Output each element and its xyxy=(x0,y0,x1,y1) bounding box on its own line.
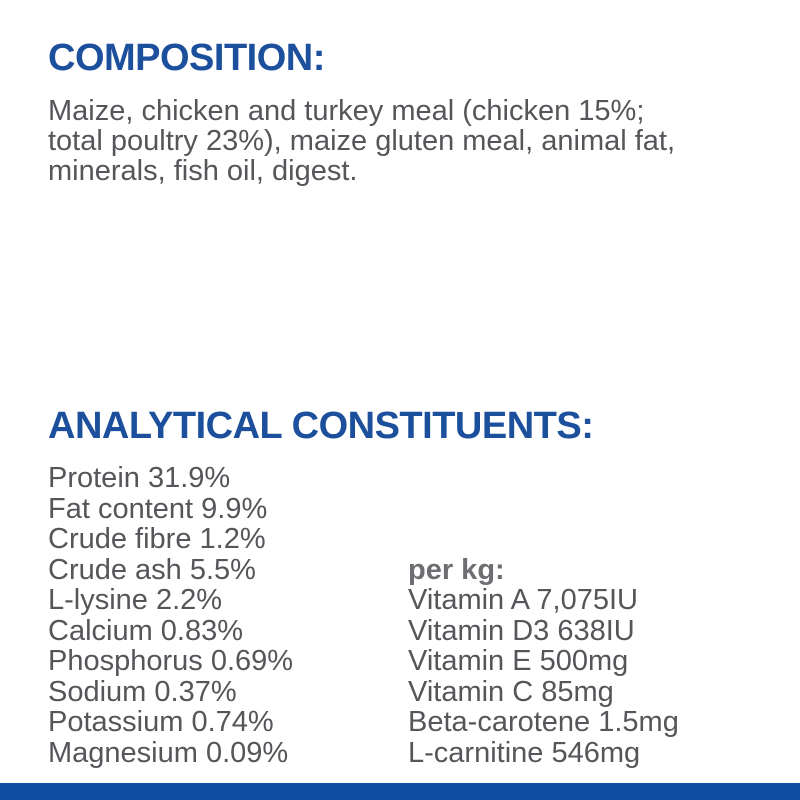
per-kg-row: Vitamin D3 638IU xyxy=(408,614,635,647)
constituents-list: Protein 31.9% Fat content 9.9% Crude fib… xyxy=(48,463,293,768)
constituent-row: Potassium 0.74% xyxy=(48,706,274,738)
constituent-row: Calcium 0.83% xyxy=(48,614,244,647)
composition-text: Maize, chicken and turkey meal (chicken … xyxy=(48,96,675,186)
constituent-row: L-lysine 2.2% xyxy=(48,584,223,616)
per-kg-row: L-carnitine 546mg xyxy=(408,736,641,769)
per-kg-row: Vitamin A 7,075IU xyxy=(408,584,639,616)
composition-heading: COMPOSITION: xyxy=(48,37,325,79)
constituent-row: Crude ash 5.5% xyxy=(48,553,256,586)
per-kg-row: Vitamin E 500mg xyxy=(408,645,629,677)
composition-line: Maize, chicken and turkey meal (chicken … xyxy=(48,95,645,127)
constituent-row: Crude fibre 1.2% xyxy=(48,523,266,555)
constituent-row: Sodium 0.37% xyxy=(48,675,237,708)
per-kg-row: Beta-carotene 1.5mg xyxy=(408,706,679,738)
analytical-constituents-heading: ANALYTICAL CONSTITUENTS: xyxy=(48,405,594,447)
bottom-accent-bar xyxy=(0,783,800,800)
constituent-row: Magnesium 0.09% xyxy=(48,736,289,769)
composition-line: total poultry 23%), maize gluten meal, a… xyxy=(48,125,676,157)
composition-line: minerals, fish oil, digest. xyxy=(48,155,358,187)
constituent-row: Fat content 9.9% xyxy=(48,492,268,525)
per-kg-label: per kg: xyxy=(408,553,505,586)
per-kg-row: Vitamin C 85mg xyxy=(408,675,614,708)
constituent-row: Phosphorus 0.69% xyxy=(48,645,294,677)
per-kg-column: per kg: Vitamin A 7,075IU Vitamin D3 638… xyxy=(408,553,679,769)
constituent-row: Protein 31.9% xyxy=(48,462,231,494)
